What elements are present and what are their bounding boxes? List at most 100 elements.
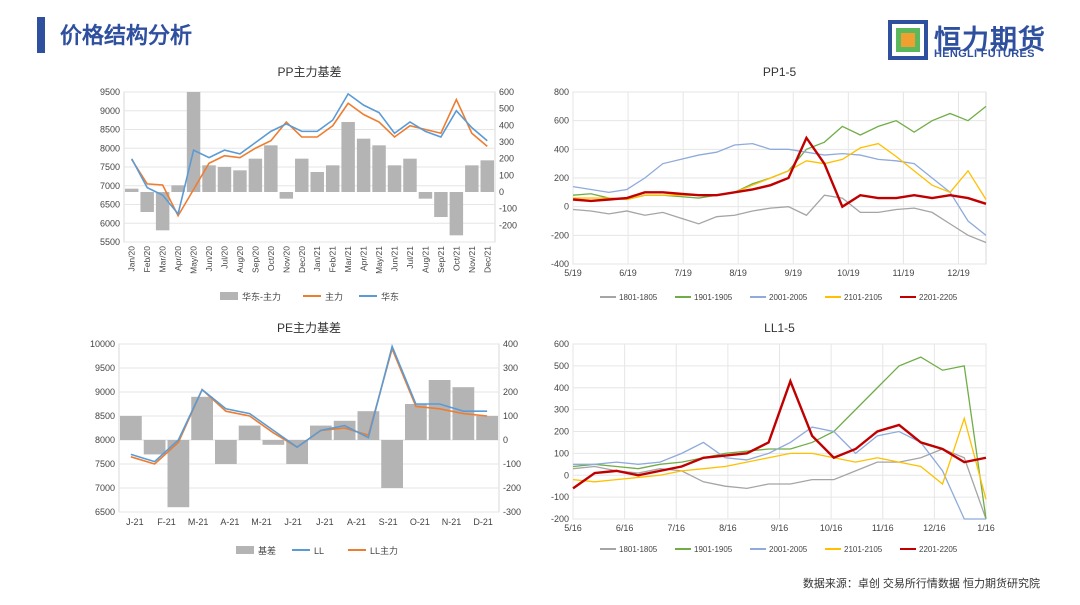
series-line-2101-2105 [572,416,987,500]
x-tick-label: Dec/21 [482,246,492,273]
basis-bar [264,145,278,192]
x-tick-label: 10/19 [837,268,860,278]
basis-bar [171,185,185,192]
x-tick-label: 6/16 [616,523,634,533]
basis-bar [356,138,371,192]
y-right-tick-label: 500 [499,104,514,114]
y-right-tick-label: -100 [499,204,517,214]
x-tick-label: J-21 [284,517,302,527]
x-tick-label: Jul/21 [405,246,415,269]
x-tick-label: Nov/21 [467,246,477,273]
y-left-tick-label: 9500 [95,363,115,373]
y-tick-label: -100 [551,492,569,502]
legend-label: LL主力 [370,545,398,556]
legend-swatch [236,546,254,554]
x-tick-label: F-21 [157,517,176,527]
y-left-tick-label: 10000 [90,339,115,349]
basis-bar [217,167,232,192]
x-tick-label: 10/16 [820,523,843,533]
x-tick-label: Aug/20 [235,246,245,273]
y-right-tick-label: -300 [503,507,521,517]
y-right-tick-label: 100 [503,411,518,421]
x-tick-label: Apr/21 [359,246,369,271]
chart-title: LL1-5 [764,321,795,335]
y-right-tick-label: 300 [499,137,514,147]
y-tick-label: 200 [554,173,569,183]
basis-bar [167,440,190,508]
x-tick-label: D-21 [473,517,493,527]
legend-label: LL [314,546,324,556]
basis-bar [333,420,356,440]
x-tick-label: Jul/20 [219,246,229,269]
series-line-1 [131,97,488,218]
y-left-tick-label: 9000 [100,106,120,116]
legend-label: 基差 [258,545,276,556]
legend-label: 2101-2105 [844,545,883,554]
y-right-tick-label: 300 [503,363,518,373]
y-tick-label: 500 [554,361,569,371]
legend-label: 2201-2205 [919,545,958,554]
y-right-tick-label: 200 [499,154,514,164]
basis-bar [372,145,386,192]
y-tick-label: 600 [554,116,569,126]
series-line-2101-2105 [573,142,987,201]
series-line-1801-1805 [572,194,987,244]
x-tick-label: J-21 [126,517,144,527]
x-tick-label: Dec/20 [297,246,307,273]
y-right-tick-label: 400 [503,339,518,349]
legend-label: 1901-1905 [694,545,733,554]
x-tick-label: Nov/20 [281,246,291,273]
series-line-2 [131,92,488,216]
x-tick-label: 9/19 [785,268,803,278]
legend-label: 2201-2205 [919,293,958,302]
y-right-tick-label: 400 [499,120,514,130]
pp-spread-chart: PP1-5 -400 -200 0 200 400 600 800 5/19 6/19 7/19 8/… [551,65,987,302]
y-tick-label: 800 [554,87,569,97]
basis-bar [449,192,464,236]
y-tick-label: 0 [564,470,569,480]
x-tick-label: Mar/21 [343,246,353,273]
x-tick-label: J-21 [316,517,334,527]
y-left-tick-label: 7000 [100,181,120,191]
y-right-tick-label: 200 [503,387,518,397]
x-tick-label: Oct/20 [266,246,276,271]
y-right-tick-label: -200 [499,220,517,230]
y-left-tick-label: 6000 [100,218,120,228]
x-tick-label: Jun/20 [204,246,214,272]
pe-basis-chart: PE主力基差 6500 7000 7500 8000 8500 9000 9500 10000 -… [90,321,521,556]
x-tick-label: Jan/21 [312,246,322,272]
y-right-tick-label: 0 [503,435,508,445]
basis-bar [418,192,433,199]
y-left-tick-label: 9000 [95,387,115,397]
y-left-tick-label: 8500 [100,125,120,135]
basis-bar [279,192,294,199]
basis-bar [381,440,403,488]
x-tick-label: 7/19 [674,268,692,278]
legend-swatch [220,292,238,300]
basis-bar [155,192,170,231]
chart-title: PP1-5 [763,65,797,79]
basis-bar [405,404,427,440]
company-logo: 恒力期货 HENGLI FUTURES [888,20,1063,64]
x-tick-label: Aug/21 [420,246,430,273]
basis-bar [262,440,285,445]
ll-spread-chart: LL1-5 -200 -100 0 100 200 300 400 500 600 5/16 6/16… [551,321,995,554]
series-line-1901-1905 [572,356,987,520]
basis-bar [325,165,340,192]
basis-bar [248,158,263,192]
logo-mark-icon [888,20,928,60]
y-tick-label: 600 [554,339,569,349]
x-tick-label: 7/16 [667,523,685,533]
y-tick-label: 400 [554,144,569,154]
y-tick-label: 200 [554,427,569,437]
y-tick-label: -200 [551,230,569,240]
series-line-2201-2205 [572,135,987,209]
x-tick-label: A-21 [347,517,366,527]
chart-title: PE主力基差 [277,321,341,335]
y-right-tick-label: 600 [499,87,514,97]
title-accent-bar [37,17,45,53]
basis-bar [295,158,309,192]
x-tick-label: 11/19 [892,268,914,278]
x-tick-label: Jan/20 [127,246,137,272]
x-tick-label: Mar/20 [158,246,168,273]
